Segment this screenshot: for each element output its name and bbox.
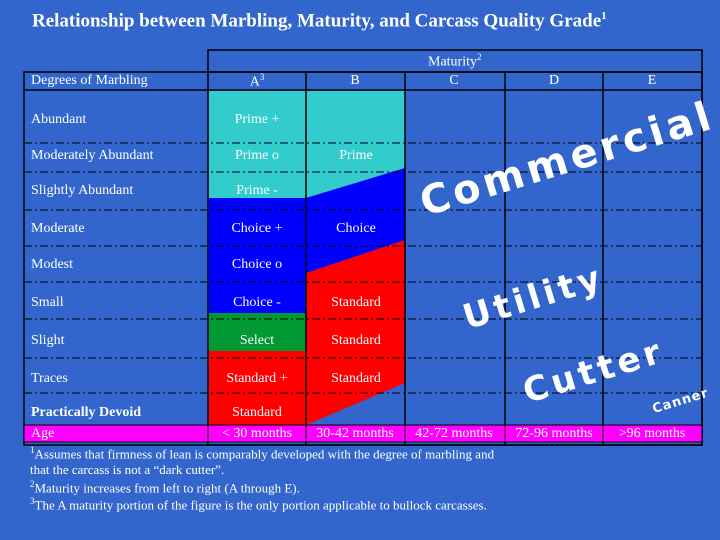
age-band (23, 424, 703, 443)
age-value: < 30 months (221, 426, 293, 441)
row-label: Modest (31, 257, 73, 272)
choice-region (209, 168, 405, 313)
select-region (209, 313, 306, 351)
column-header-d: D (548, 73, 560, 88)
grade-cell-a: Prime o (235, 148, 279, 163)
standard-region (209, 240, 405, 425)
grade-cell-a: Prime + (234, 112, 280, 127)
grade-cell-a: Standard (232, 405, 282, 420)
column-header-c: C (449, 73, 459, 88)
grade-cell-a: Choice + (231, 221, 283, 236)
footnote: 1Assumes that firmness of lean is compar… (30, 445, 495, 462)
grade-cell-a: Choice - (233, 295, 281, 310)
row-label: Moderate (31, 221, 85, 236)
row-label: Small (31, 295, 64, 310)
row-label: Abundant (31, 112, 87, 127)
grade-cell-b: Standard (331, 333, 381, 348)
grade-cell-a: Choice o (231, 257, 283, 272)
column-header-e: E (647, 73, 657, 88)
grade-cell-a: Standard + (226, 371, 288, 386)
age-value: >96 months (618, 426, 686, 441)
prime-region-a (209, 91, 306, 198)
footnote: that the carcass is not a “dark cutter”. (30, 462, 225, 477)
marbling-header: Degrees of Marbling (31, 73, 148, 88)
footnote: 2Maturity increases from left to right (… (30, 479, 300, 496)
grade-cell-b: Choice (336, 221, 376, 236)
footnote: 3The A maturity portion of the figure is… (30, 496, 487, 513)
grade-cell-b: Standard (331, 295, 381, 310)
maturity-header: Maturity2 (428, 52, 482, 70)
page-title: Relationship between Marbling, Maturity,… (32, 10, 607, 32)
age-value: 30-42 months (316, 426, 394, 441)
column-header-a: A3 (249, 72, 265, 90)
grade-cell-b: Prime (339, 148, 373, 163)
column-header-b: B (350, 73, 360, 88)
row-label: Traces (31, 371, 68, 386)
grade-cell-b: Standard (331, 371, 381, 386)
row-label: Slight (31, 333, 65, 348)
grade-cell-a: Prime - (236, 183, 278, 198)
grade-cell-a: Select (239, 333, 275, 348)
row-label: Moderately Abundant (31, 148, 154, 163)
row-label: Slightly Abundant (31, 183, 134, 198)
age-label: Age (31, 426, 55, 441)
age-value: 42-72 months (415, 426, 493, 441)
age-value: 72-96 months (515, 426, 593, 441)
row-label: Practically Devoid (31, 405, 142, 420)
prime-region-b (306, 91, 405, 198)
